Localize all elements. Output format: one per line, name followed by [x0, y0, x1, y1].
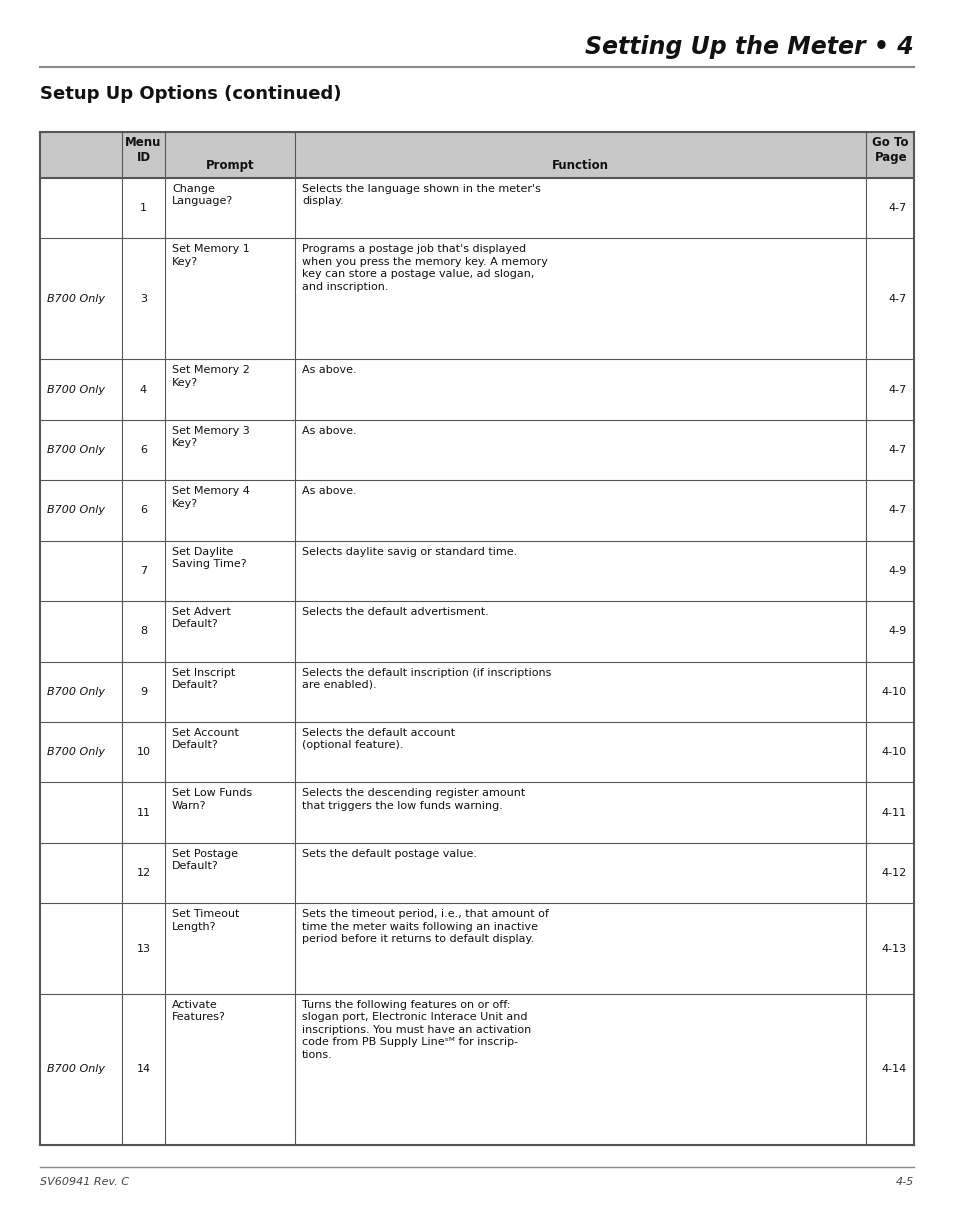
Text: Go To
Page: Go To Page — [871, 136, 907, 164]
Text: 4-7: 4-7 — [888, 384, 906, 395]
Text: Selects the language shown in the meter's
display.: Selects the language shown in the meter'… — [302, 184, 540, 206]
Text: B700 Only: B700 Only — [47, 506, 105, 515]
Text: Activate
Features?: Activate Features? — [172, 1000, 226, 1022]
Text: SV60941 Rev. C: SV60941 Rev. C — [40, 1177, 129, 1187]
Text: 6: 6 — [140, 506, 147, 515]
Text: B700 Only: B700 Only — [47, 1065, 105, 1075]
Text: 4-9: 4-9 — [888, 566, 906, 575]
Text: 4-5: 4-5 — [895, 1177, 913, 1187]
Text: Prompt: Prompt — [206, 160, 254, 172]
Text: As above.: As above. — [302, 426, 356, 436]
Text: Setup Up Options (continued): Setup Up Options (continued) — [40, 85, 341, 103]
Bar — [40, 133, 913, 178]
Text: Turns the following features on or off:
slogan port, Electronic Interace Unit an: Turns the following features on or off: … — [302, 1000, 531, 1059]
Text: B700 Only: B700 Only — [47, 747, 105, 757]
Text: Set Memory 3
Key?: Set Memory 3 Key? — [172, 426, 250, 448]
Text: 4-9: 4-9 — [888, 626, 906, 637]
Text: 6: 6 — [140, 445, 147, 455]
Text: Selects the descending register amount
that triggers the low funds warning.: Selects the descending register amount t… — [302, 789, 525, 811]
Text: 4: 4 — [140, 384, 147, 395]
Text: As above.: As above. — [302, 486, 356, 496]
Text: 10: 10 — [136, 747, 151, 757]
Text: Set Inscript
Default?: Set Inscript Default? — [172, 667, 235, 690]
Text: 4-14: 4-14 — [881, 1065, 906, 1075]
Text: 11: 11 — [136, 807, 151, 817]
Text: 3: 3 — [140, 294, 147, 304]
Text: B700 Only: B700 Only — [47, 445, 105, 455]
Text: 4-10: 4-10 — [881, 747, 906, 757]
Text: 1: 1 — [140, 204, 147, 213]
Text: Sets the default postage value.: Sets the default postage value. — [302, 849, 476, 859]
Text: Menu
ID: Menu ID — [125, 136, 161, 164]
Text: 12: 12 — [136, 867, 151, 879]
Text: As above.: As above. — [302, 366, 356, 375]
Text: 4-12: 4-12 — [881, 867, 906, 879]
Text: Selects daylite savig or standard time.: Selects daylite savig or standard time. — [302, 546, 517, 557]
Text: 13: 13 — [136, 944, 151, 953]
Text: Set Low Funds
Warn?: Set Low Funds Warn? — [172, 789, 252, 811]
Text: 4-10: 4-10 — [881, 687, 906, 697]
Text: 4-11: 4-11 — [881, 807, 906, 817]
Text: B700 Only: B700 Only — [47, 384, 105, 395]
Text: 8: 8 — [140, 626, 147, 637]
Text: Programs a postage job that's displayed
when you press the memory key. A memory
: Programs a postage job that's displayed … — [302, 244, 547, 292]
Text: Set Memory 2
Key?: Set Memory 2 Key? — [172, 366, 250, 388]
Text: Function: Function — [552, 160, 608, 172]
Text: Set Account
Default?: Set Account Default? — [172, 728, 238, 751]
Text: B700 Only: B700 Only — [47, 687, 105, 697]
Text: Set Advert
Default?: Set Advert Default? — [172, 607, 231, 629]
Text: Selects the default inscription (if inscriptions
are enabled).: Selects the default inscription (if insc… — [302, 667, 551, 690]
Text: 4-7: 4-7 — [888, 294, 906, 304]
Text: Set Memory 1
Key?: Set Memory 1 Key? — [172, 244, 250, 266]
Text: Set Timeout
Length?: Set Timeout Length? — [172, 909, 239, 931]
Text: 4-7: 4-7 — [888, 445, 906, 455]
Text: Sets the timeout period, i.e., that amount of
time the meter waits following an : Sets the timeout period, i.e., that amou… — [302, 909, 548, 944]
Text: 4-7: 4-7 — [888, 506, 906, 515]
Text: Change
Language?: Change Language? — [172, 184, 233, 206]
Text: Set Postage
Default?: Set Postage Default? — [172, 849, 237, 871]
Text: Set Daylite
Saving Time?: Set Daylite Saving Time? — [172, 546, 247, 569]
Text: 4-7: 4-7 — [888, 204, 906, 213]
Text: 9: 9 — [140, 687, 147, 697]
Text: B700 Only: B700 Only — [47, 294, 105, 304]
Text: 4-13: 4-13 — [881, 944, 906, 953]
Text: Set Memory 4
Key?: Set Memory 4 Key? — [172, 486, 250, 508]
Text: 14: 14 — [136, 1065, 151, 1075]
Text: Selects the default account
(optional feature).: Selects the default account (optional fe… — [302, 728, 455, 751]
Text: Setting Up the Meter • 4: Setting Up the Meter • 4 — [584, 36, 913, 59]
Text: 7: 7 — [140, 566, 147, 575]
Text: Selects the default advertisment.: Selects the default advertisment. — [302, 607, 488, 617]
